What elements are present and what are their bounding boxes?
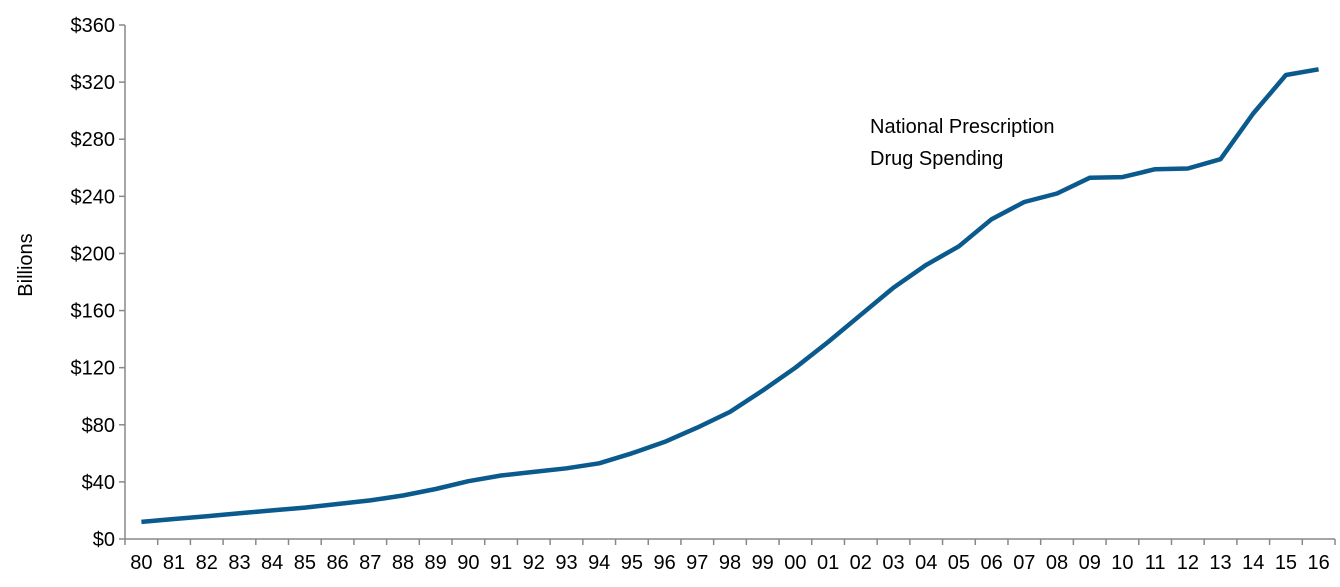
x-tick-label: 97 [686,552,708,574]
x-tick-label: 87 [359,552,381,574]
y-tick-label: $0 [93,529,115,551]
y-tick-label: $80 [82,415,115,437]
x-tick-label: 94 [588,552,610,574]
x-tick-label: 00 [784,552,806,574]
x-tick-label: 02 [850,552,872,574]
annotation: National Prescription [870,116,1055,138]
x-tick-label: 08 [1046,552,1068,574]
x-tick-label: 16 [1308,552,1330,574]
x-tick-label: 12 [1177,552,1199,574]
y-tick-label: $160 [71,301,116,323]
x-tick-label: 82 [196,552,218,574]
x-tick-label: 86 [326,552,348,574]
x-tick-label: 05 [948,552,970,574]
x-tick-label: 85 [294,552,316,574]
y-tick-label: $360 [71,15,116,37]
y-tick-label: $320 [71,72,116,94]
x-tick-label: 13 [1209,552,1231,574]
x-tick-label: 83 [228,552,250,574]
x-tick-label: 92 [523,552,545,574]
x-tick-label: 10 [1111,552,1133,574]
y-tick-label: $120 [71,358,116,380]
x-tick-label: 91 [490,552,512,574]
x-tick-label: 90 [457,552,479,574]
x-tick-label: 80 [130,552,152,574]
y-tick-label: $40 [82,472,115,494]
x-tick-label: 15 [1275,552,1297,574]
x-tick-label: 98 [719,552,741,574]
x-tick-label: 14 [1242,552,1264,574]
x-tick-label: 09 [1079,552,1101,574]
y-tick-label: $200 [71,243,116,265]
x-tick-label: 04 [915,552,937,574]
annotation: Drug Spending [870,148,1003,170]
x-tick-label: 11 [1145,552,1166,574]
x-tick-label: 88 [392,552,414,574]
x-tick-label: 95 [621,552,643,574]
x-tick-label: 84 [261,552,283,574]
y-tick-label: $280 [71,129,116,151]
x-tick-label: 03 [882,552,904,574]
x-tick-label: 99 [752,552,774,574]
y-axis-label: Billions [15,233,37,296]
x-tick-label: 07 [1013,552,1035,574]
x-tick-label: 89 [425,552,447,574]
y-tick-label: $240 [71,186,116,208]
x-tick-label: 01 [817,552,839,574]
x-tick-label: 93 [555,552,577,574]
data-line [141,67,1319,525]
x-tick-label: 96 [653,552,675,574]
x-tick-label: 06 [980,552,1002,574]
x-tick-label: 81 [163,552,185,574]
